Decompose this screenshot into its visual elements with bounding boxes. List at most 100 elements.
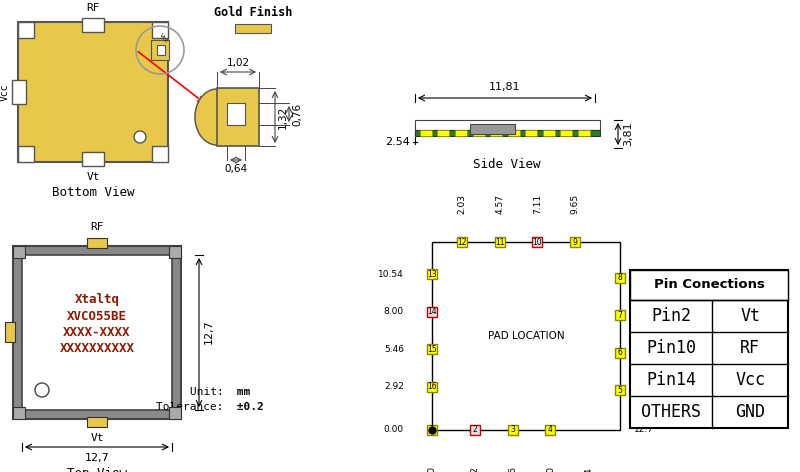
Text: 16: 16 bbox=[427, 382, 437, 391]
Text: 5: 5 bbox=[618, 386, 622, 395]
Bar bbox=[169, 407, 181, 419]
Bar bbox=[630, 270, 788, 428]
Bar bbox=[630, 270, 788, 300]
Bar bbox=[227, 103, 245, 125]
Text: Gold Finish: Gold Finish bbox=[214, 6, 292, 19]
Text: 7: 7 bbox=[618, 311, 622, 320]
Text: Vcc: Vcc bbox=[158, 32, 170, 44]
Text: 3: 3 bbox=[510, 425, 515, 435]
Bar bbox=[18, 146, 34, 162]
Bar bbox=[570, 237, 580, 247]
Text: 9.65: 9.65 bbox=[570, 194, 579, 214]
Bar bbox=[615, 273, 625, 283]
Bar bbox=[427, 269, 437, 279]
Text: PAD LOCATION: PAD LOCATION bbox=[488, 331, 564, 341]
Bar bbox=[18, 22, 168, 162]
Text: 8: 8 bbox=[618, 273, 622, 282]
Text: 15: 15 bbox=[427, 345, 437, 354]
Bar bbox=[494, 237, 505, 247]
Text: Top View: Top View bbox=[67, 467, 127, 472]
Bar bbox=[615, 386, 625, 396]
Text: XXXXXXXXXX: XXXXXXXXXX bbox=[59, 342, 134, 354]
Bar bbox=[18, 22, 34, 38]
Bar bbox=[87, 238, 107, 248]
Text: GND: GND bbox=[735, 403, 765, 421]
Text: 2.92: 2.92 bbox=[384, 382, 404, 391]
Bar bbox=[427, 425, 437, 435]
Text: 5.46: 5.46 bbox=[384, 345, 404, 354]
Bar bbox=[455, 130, 467, 136]
Bar bbox=[157, 45, 165, 55]
Text: Vt: Vt bbox=[86, 172, 100, 182]
Text: 10.54: 10.54 bbox=[378, 270, 404, 278]
Text: 0.00: 0.00 bbox=[427, 466, 437, 472]
Bar bbox=[427, 382, 437, 392]
Bar bbox=[490, 130, 502, 136]
Bar bbox=[560, 130, 572, 136]
Text: Pin14: Pin14 bbox=[646, 371, 696, 389]
Text: OTHERS: OTHERS bbox=[641, 403, 701, 421]
Text: 8.00: 8.00 bbox=[546, 466, 555, 472]
Bar bbox=[13, 246, 181, 419]
Bar bbox=[457, 237, 467, 247]
Bar bbox=[508, 130, 520, 136]
Bar bbox=[5, 322, 15, 342]
Bar bbox=[470, 124, 515, 134]
Text: ±0.2: ±0.2 bbox=[230, 402, 264, 412]
Text: 2.54: 2.54 bbox=[385, 137, 410, 147]
Text: 13: 13 bbox=[427, 270, 437, 278]
Bar bbox=[470, 425, 480, 435]
Circle shape bbox=[134, 131, 146, 143]
Text: 7.74: 7.74 bbox=[634, 311, 654, 320]
Text: 2.92: 2.92 bbox=[470, 466, 480, 472]
Bar bbox=[525, 130, 537, 136]
Text: 6: 6 bbox=[618, 348, 622, 357]
Text: Vt: Vt bbox=[740, 307, 760, 325]
Text: 10: 10 bbox=[533, 237, 542, 246]
Circle shape bbox=[35, 383, 49, 397]
Text: 2: 2 bbox=[473, 425, 478, 435]
Text: 0,76: 0,76 bbox=[292, 102, 302, 126]
Text: 12,7: 12,7 bbox=[204, 320, 214, 345]
Bar bbox=[22, 255, 172, 410]
Bar bbox=[427, 307, 437, 317]
Text: 12.7: 12.7 bbox=[634, 425, 654, 435]
Text: 10.28: 10.28 bbox=[634, 273, 660, 282]
Text: 11: 11 bbox=[495, 237, 504, 246]
Bar bbox=[532, 237, 542, 247]
Text: 3,81: 3,81 bbox=[623, 122, 633, 146]
Text: 5.46: 5.46 bbox=[508, 466, 518, 472]
Text: Vcc: Vcc bbox=[0, 323, 2, 341]
Text: Pin2: Pin2 bbox=[651, 307, 691, 325]
Bar bbox=[12, 80, 26, 104]
Bar bbox=[13, 407, 25, 419]
Bar bbox=[151, 40, 169, 60]
Text: Pin Conections: Pin Conections bbox=[654, 278, 765, 292]
Bar bbox=[508, 425, 518, 435]
Polygon shape bbox=[195, 89, 217, 145]
Bar bbox=[152, 146, 168, 162]
Text: 0.00: 0.00 bbox=[384, 425, 404, 435]
Text: 2.67: 2.67 bbox=[634, 386, 654, 395]
Text: 9: 9 bbox=[572, 237, 578, 246]
Bar bbox=[152, 22, 168, 38]
Text: 7.11: 7.11 bbox=[533, 194, 542, 214]
Text: Vt: Vt bbox=[90, 433, 104, 443]
Bar bbox=[82, 18, 104, 32]
Bar bbox=[87, 417, 107, 427]
Bar bbox=[578, 130, 590, 136]
Bar bbox=[13, 246, 25, 258]
Bar bbox=[420, 130, 432, 136]
Text: 14: 14 bbox=[427, 307, 437, 316]
Bar bbox=[415, 120, 600, 130]
Bar bbox=[415, 130, 600, 136]
Text: 12,7: 12,7 bbox=[85, 453, 110, 463]
Text: Bottom View: Bottom View bbox=[52, 186, 134, 199]
Text: 8.00: 8.00 bbox=[384, 307, 404, 316]
Text: RF: RF bbox=[86, 3, 100, 13]
Text: 12: 12 bbox=[458, 237, 466, 246]
Bar bbox=[217, 88, 259, 146]
Bar bbox=[543, 130, 555, 136]
Text: 1: 1 bbox=[430, 425, 434, 435]
Text: Pin10: Pin10 bbox=[646, 339, 696, 357]
